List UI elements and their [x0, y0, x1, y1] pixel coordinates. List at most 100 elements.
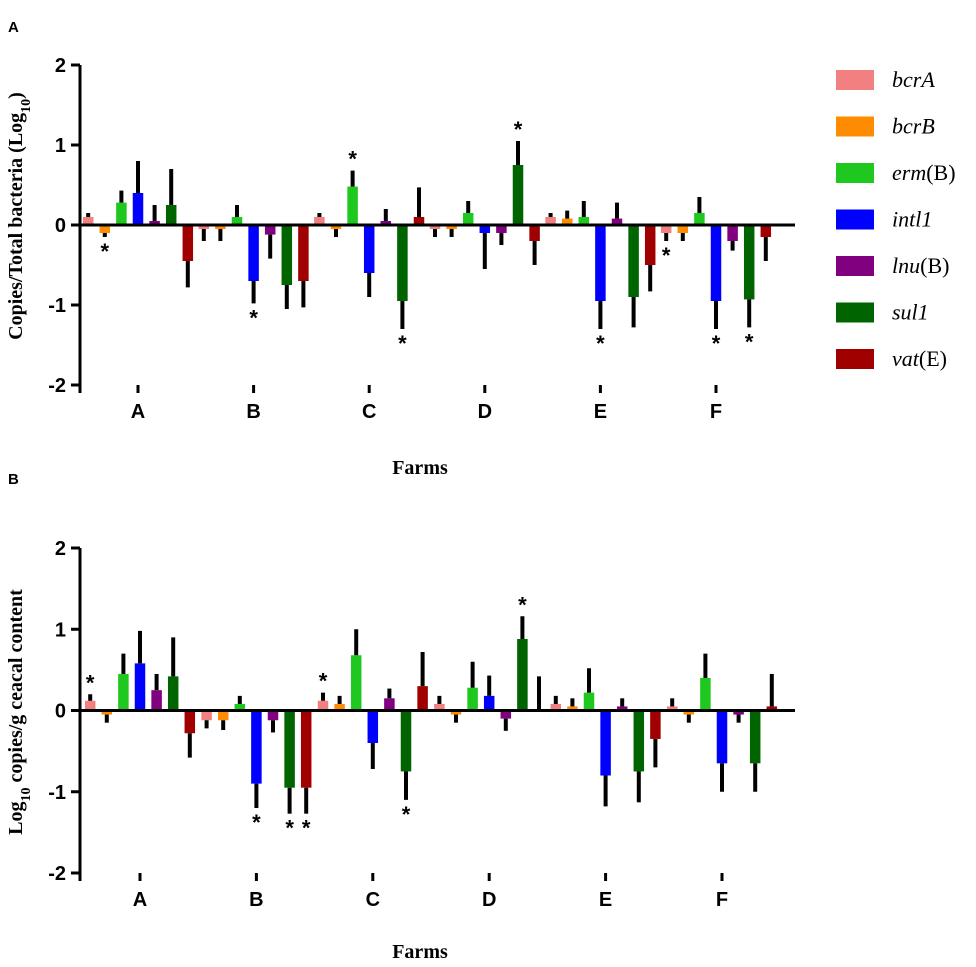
y-tick-label: 0 — [55, 215, 66, 237]
bar-bcrA-A — [84, 700, 96, 711]
significance-marker: * — [252, 810, 261, 835]
bar-ermB-F — [700, 678, 711, 711]
bar-sul1-A — [167, 676, 179, 711]
y-tick-label: 0 — [55, 701, 66, 723]
legend-swatch-intI1 — [836, 209, 874, 230]
bar-bcrA-E — [550, 704, 562, 711]
bar-bcrA-B — [198, 225, 210, 229]
legend-swatch-sul1 — [836, 302, 874, 323]
bar-lnuB-E — [611, 218, 623, 225]
legend: bcrA bcrB erm(B) intl1 lnu(B) sul1 vat(E) — [836, 67, 956, 371]
legend-swatch-bcrB — [836, 116, 874, 137]
x-tick-label: D — [478, 401, 492, 423]
bar-ermB-B — [231, 217, 243, 225]
x-tick-label: A — [133, 889, 147, 911]
bar-sul1-F — [743, 225, 755, 300]
bar-ermB-D — [462, 213, 474, 225]
x-tick-label: C — [366, 889, 380, 911]
legend-label-vatE: vat(E) — [892, 346, 947, 371]
y-tick-label: -1 — [48, 782, 66, 804]
legend-label-ermB: erm(B) — [892, 160, 956, 185]
bar-bcrB-D — [446, 225, 457, 229]
bar-intl1-A — [132, 193, 144, 225]
bar-bcrA-D — [434, 704, 445, 711]
bar-ermB-B — [234, 704, 246, 711]
significance-marker: * — [319, 669, 328, 694]
bar-ermB-A — [116, 202, 127, 225]
bar-intl1-C — [367, 710, 379, 743]
bar-bcrA-F — [660, 225, 672, 233]
legend-swatch-lnuB — [836, 256, 874, 276]
bar-bcrA-C — [317, 700, 329, 711]
y-tick-label: -2 — [48, 375, 66, 397]
significance-marker: * — [302, 816, 311, 841]
bar-ermB-E — [578, 217, 590, 225]
legend-label-lnuB: lnu(B) — [892, 253, 949, 278]
bar-sul1-E — [628, 225, 639, 297]
y-tick-label: -2 — [48, 863, 66, 885]
bar-sul1-F — [749, 710, 761, 764]
x-tick-label: E — [599, 889, 612, 911]
bar-vatE-C — [413, 217, 425, 225]
legend-label-bcrB: bcrB — [892, 114, 935, 139]
significance-marker: * — [596, 331, 605, 356]
bar-lnuB-D — [496, 225, 507, 233]
y-tick-label: 1 — [55, 619, 66, 641]
bar-ermB-F — [694, 213, 705, 225]
bar-vatE-F — [766, 706, 778, 711]
bar-lnuB-F — [727, 225, 738, 241]
bar-lnuB-F — [733, 710, 744, 715]
bar-lnuB-D — [500, 710, 512, 719]
bar-bcrA-A — [82, 217, 94, 225]
bar-ermB-A — [118, 673, 129, 711]
significance-marker: * — [518, 592, 527, 617]
panel-label: B — [8, 471, 19, 488]
legend-label-sul1: sul1 — [892, 300, 929, 325]
bar-bcrB-F — [683, 710, 695, 715]
x-tick-label: E — [594, 401, 607, 423]
bar-intl1-B — [251, 710, 262, 784]
x-tick-label: A — [131, 401, 145, 423]
plot-area: -2 -1 0 1 2 A B C D E F * * * * * * * — [48, 538, 795, 911]
bar-lnuB-B — [267, 710, 279, 721]
bar-intl1-B — [248, 225, 259, 281]
significance-marker: * — [86, 670, 95, 695]
bar-vatE-E — [650, 710, 661, 739]
significance-marker: * — [348, 147, 357, 172]
bar-bcrB-C — [330, 225, 342, 229]
legend-swatch-vatE — [836, 349, 874, 369]
bar-vatE-B — [298, 225, 309, 281]
bar-bcrA-B — [201, 710, 212, 721]
bar-intl1-E — [600, 710, 611, 776]
y-tick-label: 1 — [55, 135, 66, 157]
bar-vatE-B — [300, 710, 312, 788]
x-tick-label: F — [710, 401, 722, 423]
bar-sul1-D — [512, 165, 524, 225]
bar-sul1-C — [397, 225, 408, 301]
x-axis-title: Farms — [392, 457, 448, 479]
bar-vatE-D — [529, 225, 540, 241]
panel-a: A -2 -1 0 1 2 A B C D E F * * * * * * * * * Farms Copies/To… — [5, 19, 795, 479]
significance-marker: * — [402, 802, 411, 827]
bar-bcrB-A — [101, 710, 113, 715]
bar-bcrB-B — [215, 225, 226, 229]
bar-intl1-F — [716, 710, 728, 764]
bar-sul1-C — [400, 710, 412, 772]
bar-sul1-B — [284, 710, 295, 788]
plot-area: -2 -1 0 1 2 A B C D E F * * * * * * * * * — [48, 55, 795, 423]
legend-swatch-ermB — [836, 163, 874, 183]
significance-marker: * — [249, 305, 258, 330]
bar-bcrA-C — [314, 217, 325, 225]
bar-sul1-A — [165, 205, 177, 225]
bar-vatE-F — [760, 225, 772, 237]
bar-bcrB-B — [217, 710, 229, 721]
legend-label-bcrA: bcrA — [892, 67, 935, 92]
bar-vatE-E — [644, 225, 656, 265]
significance-marker: * — [285, 816, 294, 841]
bar-lnuB-E — [616, 706, 628, 711]
x-tick-label: D — [482, 889, 496, 911]
x-axis-title: Farms — [392, 941, 448, 963]
panel-b: B -2 -1 0 1 2 A B C D E F * * * * * * * Farms Log10 copie… — [5, 471, 795, 963]
x-tick-label: B — [246, 401, 260, 423]
legend-swatch-bcrA — [836, 70, 874, 90]
